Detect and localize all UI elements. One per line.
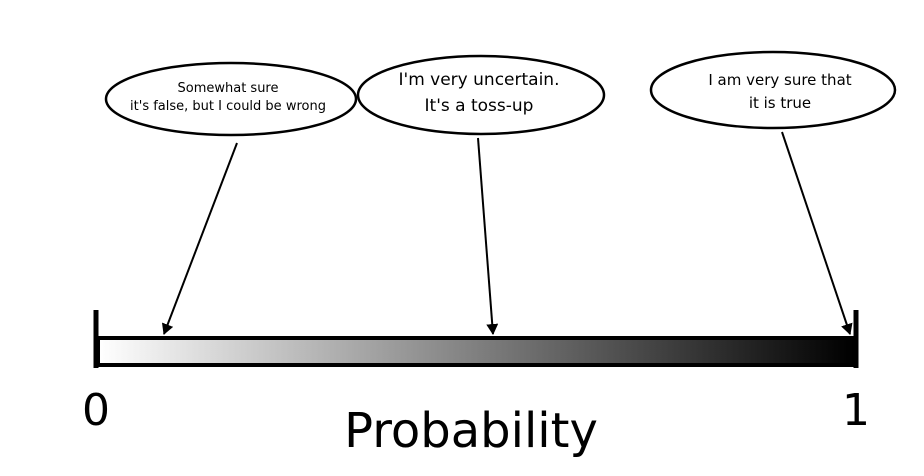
bubble-1-line-1: Somewhat sure [177,81,278,96]
axis-max-label: 1 [842,385,870,436]
axis-title: Probability [344,403,598,459]
probability-gradient-bar [96,336,856,367]
probability-scale [93,310,859,368]
bubble-2-ellipse [356,54,606,136]
bubble-uncertain: I'm very uncertain. It's a toss-up [356,54,606,335]
bubble-2-line-2: It's a toss-up [425,96,534,116]
bubble-somewhat-false: Somewhat sure it's false, but I could be… [104,61,358,335]
bubble-1-line-2: it's false, but I could be wrong [130,99,326,114]
bubble-2-line-1: I'm very uncertain. [399,70,560,90]
bubble-3-arrow [781,131,853,335]
bubble-3-ellipse [649,50,897,130]
bubble-3-line-2: it is true [749,94,811,112]
bubble-2-arrow [477,137,499,335]
bubble-1-arrow [161,142,238,335]
axis-min-label: 0 [82,385,110,436]
bubble-1-ellipse [104,61,358,137]
bubble-3-line-1: I am very sure that [708,71,851,89]
bubble-very-sure-true: I am very sure that it is true [649,50,897,335]
